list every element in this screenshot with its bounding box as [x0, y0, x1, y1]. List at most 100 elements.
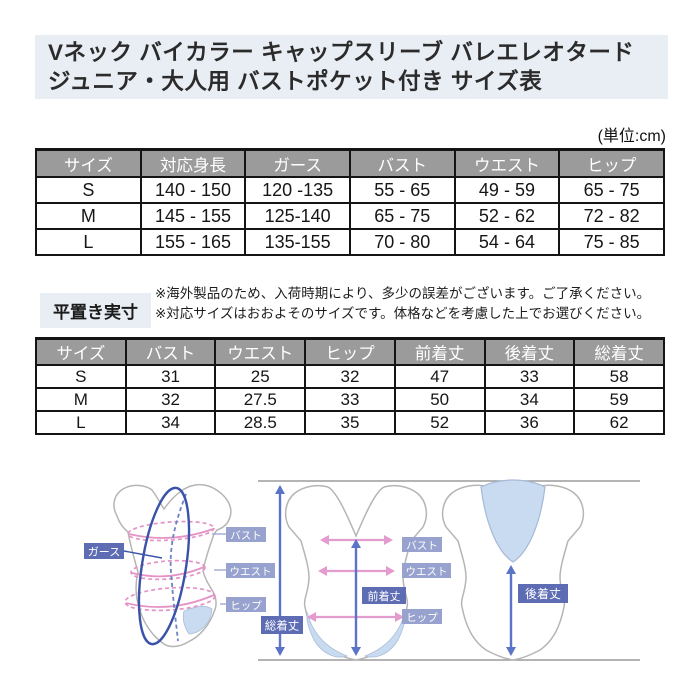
table-row-m: M 145 - 155 125-140 65 - 75 52 - 62 72 -… — [35, 202, 665, 230]
girth-loop — [137, 486, 191, 646]
notes: ※海外製品のため、入荷時期により、多少の誤差がございます。ご了承ください。 ※対… — [155, 284, 650, 324]
cell: M — [35, 387, 127, 412]
cell: S — [35, 364, 127, 389]
cell: 155 - 165 — [139, 228, 247, 256]
size-table-header-height: 対応身長 — [139, 148, 247, 178]
note-line-1: ※海外製品のため、入荷時期により、多少の誤差がございます。ご了承ください。 — [155, 286, 651, 301]
cell: 33 — [304, 387, 396, 412]
cell: 50 — [393, 387, 486, 412]
cell: 59 — [573, 387, 665, 412]
hip-ellipse — [124, 586, 216, 612]
cell: 47 — [393, 364, 486, 389]
measurement-diagram: ガース バスト ウエスト ヒップ 総着丈 バスト ウエスト — [84, 479, 640, 661]
waist-front-arc — [131, 566, 205, 578]
cell: 135-155 — [244, 228, 351, 256]
waist-label: ウエスト — [230, 566, 272, 578]
cell: 55 - 65 — [348, 176, 456, 204]
cell: 140 - 150 — [139, 176, 247, 204]
size-table-header-waist: ウエスト — [453, 148, 561, 178]
girth-connector — [123, 550, 163, 559]
leg-lining-left — [306, 611, 349, 658]
center-line — [169, 493, 187, 642]
back-length-label: 後着丈 — [525, 586, 561, 601]
size-table-header-bust: バスト — [348, 148, 456, 178]
bust-front-arc — [128, 528, 214, 539]
cell: 33 — [483, 364, 576, 389]
flat-table-header-waist: ウエスト — [214, 337, 307, 366]
size-table-header-girth: ガース — [244, 148, 351, 178]
flat-table-header-bust: バスト — [124, 337, 217, 366]
bust-ellipse — [127, 520, 215, 542]
flat-table-wrap: サイズ バスト ウエスト ヒップ 前着丈 後着丈 総着丈 S 31 25 32 … — [35, 337, 665, 435]
girth-label: ガース — [88, 546, 120, 559]
table-row-s: S 140 - 150 120 -135 55 - 65 49 - 59 65 … — [35, 176, 665, 204]
front-length-label: 前着丈 — [368, 589, 401, 603]
flat-measurement-label: 平置き実寸 — [40, 293, 151, 328]
flat-table-header-hip: ヒップ — [304, 337, 396, 366]
size-table-header-row: サイズ 対応身長 ガース バスト ウエスト ヒップ — [35, 148, 665, 178]
bust-label: バスト — [230, 530, 262, 542]
cell: 125-140 — [244, 202, 351, 230]
back-length-label-box — [518, 584, 568, 603]
note-line-2: ※対応サイズはおおよそのサイズです。体格などを考慮した上でお選びください。 — [155, 306, 651, 321]
page-title-line1: Vネック バイカラー キャップスリーブ バレエレオタード — [48, 40, 635, 65]
page-title-line2: ジュニア・大人用 バストポケット付き サイズ表 — [48, 69, 543, 94]
cell: 31 — [124, 364, 217, 389]
total-length-label-box — [261, 616, 303, 634]
cell: 52 - 62 — [453, 202, 561, 230]
hip-label: ヒップ — [406, 612, 438, 624]
waist-ellipse — [130, 559, 206, 581]
cell: 52 — [393, 410, 486, 435]
cell: 25 — [214, 364, 307, 389]
unit-note: (単位:cm) — [597, 128, 666, 145]
leotard-front-view: バスト ウエスト 前着丈 ヒップ — [284, 484, 451, 661]
cell: 72 - 82 — [558, 202, 665, 230]
cell: 120 -135 — [244, 176, 351, 204]
girth-label-box — [84, 543, 124, 559]
waist-label: ウエスト — [406, 566, 448, 578]
flat-table-header-back-length: 後着丈 — [483, 337, 576, 366]
cell: 145 - 155 — [139, 202, 247, 230]
cell: L — [35, 410, 127, 435]
cell: 70 - 80 — [348, 228, 456, 256]
cell: 27.5 — [214, 387, 307, 412]
table-row-s: S 31 25 32 47 33 58 — [35, 364, 665, 389]
flat-table-header-size: サイズ — [35, 337, 127, 366]
cell: 65 - 75 — [558, 176, 665, 204]
cell: 32 — [124, 387, 217, 412]
bust-label-box — [402, 537, 442, 552]
size-table: サイズ 対応身長 ガース バスト ウエスト ヒップ S 140 - 150 12… — [35, 148, 665, 256]
waist-label-box — [402, 563, 451, 578]
total-length-measure: 総着丈 — [261, 485, 303, 656]
total-length-label: 総着丈 — [265, 619, 300, 633]
hip-label-box — [226, 597, 266, 612]
size-table-header-hip: ヒップ — [558, 148, 665, 178]
bust-label: バスト — [406, 540, 438, 552]
flat-table: サイズ バスト ウエスト ヒップ 前着丈 後着丈 総着丈 S 31 25 32 … — [35, 337, 665, 435]
hip-label-box — [402, 609, 442, 624]
leotard-girth-view: ガース バスト ウエスト ヒップ — [84, 483, 275, 648]
table-row-m: M 32 27.5 33 50 34 59 — [35, 387, 665, 412]
cell: 58 — [573, 364, 665, 389]
leotard-lining-patch — [182, 606, 213, 635]
table-row-l: L 155 - 165 135-155 70 - 80 54 - 64 75 -… — [35, 228, 665, 256]
front-length-label-box — [362, 587, 406, 604]
flat-table-header-row: サイズ バスト ウエスト ヒップ 前着丈 後着丈 総着丈 — [35, 337, 665, 366]
leotard-back-view: 後着丈 — [441, 479, 585, 661]
cell: 35 — [304, 410, 396, 435]
cell: 62 — [573, 410, 665, 435]
table-row-l: L 34 28.5 35 52 36 62 — [35, 410, 665, 435]
flat-table-header-front-length: 前着丈 — [393, 337, 486, 366]
cell: 34 — [483, 387, 576, 412]
cell: S — [35, 176, 142, 204]
page-title: Vネック バイカラー キャップスリーブ バレエレオタード ジュニア・大人用 バス… — [35, 35, 668, 99]
cell: L — [35, 228, 142, 256]
cell: 75 - 85 — [558, 228, 665, 256]
open-back-panel — [480, 479, 546, 563]
cell: 54 - 64 — [453, 228, 561, 256]
cell: 28.5 — [214, 410, 307, 435]
size-table-header-size: サイズ — [35, 148, 142, 178]
cell: 34 — [124, 410, 217, 435]
waist-label-box — [226, 563, 275, 578]
cell: 36 — [483, 410, 576, 435]
